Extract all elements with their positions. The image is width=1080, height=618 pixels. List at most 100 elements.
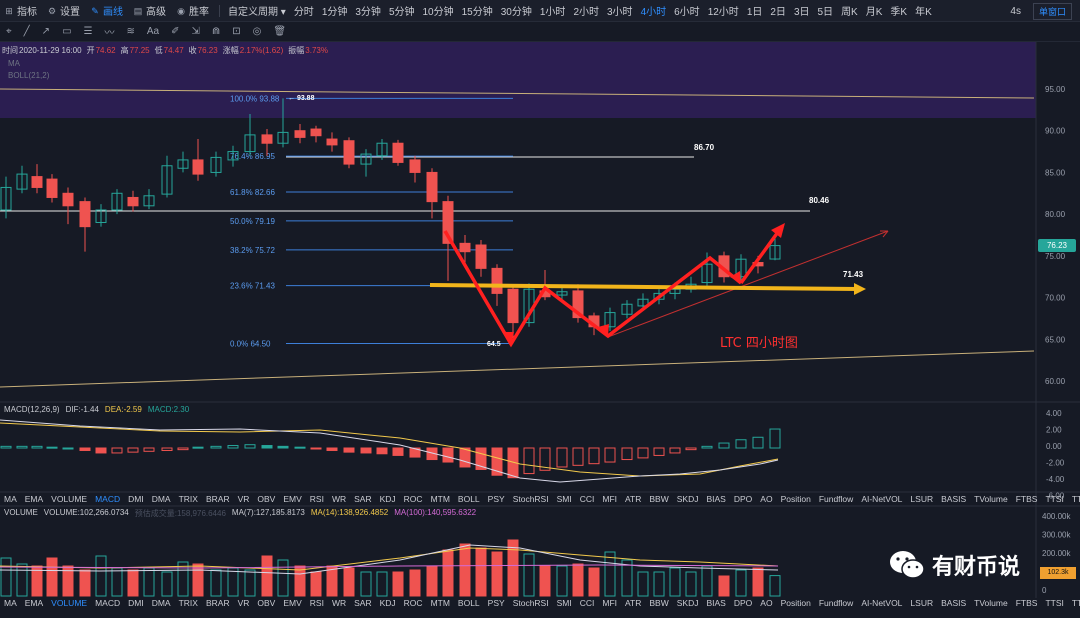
tab-bias[interactable]: BIAS — [706, 598, 726, 608]
tab-dmi[interactable]: DMI — [128, 598, 144, 608]
timeframe-8[interactable]: 2小时 — [573, 7, 599, 18]
tab-wr[interactable]: WR — [331, 494, 347, 504]
timeframe-13[interactable]: 1日 — [746, 7, 763, 18]
tab-obv[interactable]: OBV — [257, 494, 276, 504]
timeframe-12[interactable]: 12小时 — [707, 7, 739, 18]
tab-sar[interactable]: SAR — [354, 598, 372, 608]
tab-emv[interactable]: EMV — [283, 494, 302, 504]
tab-macd[interactable]: MACD — [95, 494, 121, 504]
tab-dpo[interactable]: DPO — [733, 598, 753, 608]
tab-mfi[interactable]: MFI — [602, 598, 617, 608]
tab-smi[interactable]: SMI — [556, 494, 572, 504]
tab-vr[interactable]: VR — [237, 598, 250, 608]
custom-period-dropdown[interactable]: 自定义周期 ▾ — [228, 7, 286, 18]
timeframe-18[interactable]: 月K — [865, 7, 883, 18]
tab-ttmu[interactable]: TTMU — [1071, 494, 1080, 504]
ray-icon[interactable]: ↗ — [41, 26, 51, 37]
tab-volume[interactable]: VOLUME — [51, 598, 88, 608]
tab-cci[interactable]: CCI — [579, 494, 595, 504]
tab-smi[interactable]: SMI — [556, 598, 572, 608]
tab-ma[interactable]: MA — [4, 494, 17, 504]
timeframe-17[interactable]: 周K — [841, 7, 858, 18]
tab-kdj[interactable]: KDJ — [379, 598, 396, 608]
tab-trix[interactable]: TRIX — [178, 494, 198, 504]
lock-icon[interactable]: ⊡ — [232, 26, 241, 37]
legend-boll[interactable]: BOLL(21,2) — [8, 71, 50, 80]
tab-obv[interactable]: OBV — [257, 598, 276, 608]
tab-trix[interactable]: TRIX — [178, 598, 198, 608]
trash-icon[interactable]: 🗑 — [273, 26, 287, 37]
volume-title[interactable]: VOLUME — [4, 508, 38, 517]
tab-bbw[interactable]: BBW — [649, 494, 669, 504]
tab-macd[interactable]: MACD — [95, 598, 121, 608]
magnet-icon[interactable]: ⋒ — [211, 26, 221, 37]
tab-bias[interactable]: BIAS — [706, 494, 726, 504]
tab-basis[interactable]: BASIS — [941, 494, 967, 504]
tab-lsur[interactable]: LSUR — [910, 494, 934, 504]
tab-atr[interactable]: ATR — [625, 598, 642, 608]
tab-ftbs[interactable]: FTBS — [1015, 598, 1038, 608]
tab-volume[interactable]: VOLUME — [51, 494, 88, 504]
tab-ema[interactable]: EMA — [24, 598, 44, 608]
tab-bbw[interactable]: BBW — [649, 598, 669, 608]
tab-dma[interactable]: DMA — [151, 598, 171, 608]
timeframe-10[interactable]: 4小时 — [640, 7, 667, 18]
eye-icon[interactable]: ◎ — [252, 26, 262, 37]
tab-fundflow[interactable]: Fundflow — [818, 494, 854, 504]
topbar-item-0[interactable]: ⊞ 指标 — [4, 3, 37, 19]
tab-ma[interactable]: MA — [4, 598, 17, 608]
tab-ftbs[interactable]: FTBS — [1015, 494, 1038, 504]
tab-ai-netvol[interactable]: AI-NetVOL — [861, 598, 903, 608]
timeframe-7[interactable]: 1小时 — [539, 7, 566, 18]
tab-boll[interactable]: BOLL — [457, 598, 480, 608]
wave-icon[interactable]: 〰 — [104, 28, 115, 39]
tab-skdj[interactable]: SKDJ — [676, 598, 699, 608]
tab-fundflow[interactable]: Fundflow — [818, 598, 854, 608]
tab-roc[interactable]: ROC — [403, 494, 423, 504]
refresh-interval[interactable]: 4s — [1010, 6, 1021, 17]
timeframe-5[interactable]: 15分钟 — [461, 7, 493, 18]
tab-ao[interactable]: AO — [760, 598, 773, 608]
timeframe-11[interactable]: 6小时 — [674, 7, 700, 18]
timeframe-6[interactable]: 30分钟 — [500, 7, 532, 18]
tab-vr[interactable]: VR — [237, 494, 250, 504]
text-icon[interactable]: Aa — [146, 26, 160, 37]
macd-title[interactable]: MACD(12,26,9) — [4, 405, 60, 414]
topbar-item-2[interactable]: ✎ 画线 — [90, 3, 123, 19]
timeframe-15[interactable]: 3日 — [793, 7, 810, 18]
hline-icon[interactable]: ☰ — [83, 26, 93, 37]
timeframe-9[interactable]: 3小时 — [607, 7, 633, 18]
tab-atr[interactable]: ATR — [625, 494, 642, 504]
tab-rsi[interactable]: RSI — [309, 494, 324, 504]
tab-brar[interactable]: BRAR — [205, 494, 230, 504]
tab-dma[interactable]: DMA — [151, 494, 171, 504]
tab-ai-netvol[interactable]: AI-NetVOL — [861, 494, 903, 504]
timeframe-3[interactable]: 5分钟 — [388, 7, 415, 18]
tab-psy[interactable]: PSY — [487, 598, 505, 608]
tab-ttsi[interactable]: TTSI — [1045, 598, 1064, 608]
timeframe-20[interactable]: 年K — [915, 7, 932, 18]
tab-dpo[interactable]: DPO — [733, 494, 753, 504]
tab-ao[interactable]: AO — [760, 494, 773, 504]
tab-ema[interactable]: EMA — [24, 494, 44, 504]
timeframe-0[interactable]: 分时 — [293, 7, 314, 18]
topbar-item-4[interactable]: ◉ 胜率 — [176, 3, 209, 19]
tab-wr[interactable]: WR — [331, 598, 347, 608]
timeframe-14[interactable]: 2日 — [770, 7, 786, 18]
tab-brar[interactable]: BRAR — [205, 598, 230, 608]
tab-boll[interactable]: BOLL — [457, 494, 480, 504]
cursor-icon[interactable]: ⌖ — [6, 26, 12, 37]
legend-ma[interactable]: MA — [8, 59, 20, 68]
tab-emv[interactable]: EMV — [283, 598, 302, 608]
tab-cci[interactable]: CCI — [579, 598, 595, 608]
measure-icon[interactable]: ⇲ — [191, 26, 200, 37]
tab-stochrsi[interactable]: StochRSI — [512, 598, 549, 608]
tab-roc[interactable]: ROC — [403, 598, 423, 608]
tab-tvolume[interactable]: TVolume — [974, 598, 1008, 608]
line-icon[interactable]: ╱ — [23, 26, 30, 37]
timeframe-19[interactable]: 季K — [890, 7, 908, 18]
timeframe-16[interactable]: 5日 — [817, 7, 834, 18]
tab-stochrsi[interactable]: StochRSI — [512, 494, 549, 504]
brush-icon[interactable]: ✐ — [171, 26, 180, 37]
tab-mtm[interactable]: MTM — [430, 598, 450, 608]
